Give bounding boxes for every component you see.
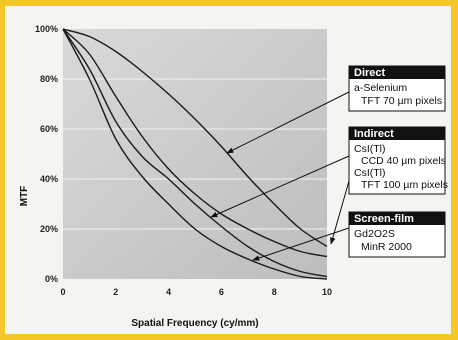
legend-arrow xyxy=(330,180,350,245)
legend-text: a-Selenium xyxy=(354,82,407,94)
x-tick-label: 0 xyxy=(60,287,65,297)
legend-header-bg xyxy=(349,212,445,225)
y-tick-label: 80% xyxy=(40,74,58,84)
series-line-3 xyxy=(62,28,328,278)
series-line-4 xyxy=(62,28,328,280)
series-line-2 xyxy=(62,28,328,258)
x-axis-label: Spatial Frequency (cy/mm) xyxy=(131,318,258,329)
y-tick-label: 20% xyxy=(40,224,58,234)
figure-frame: 0% 20% 40% 60% 80% 100% 0 2 4 6 8 10 MTF Spatial Fr… xyxy=(5,6,451,334)
legend-text: Gd2O2S xyxy=(354,228,395,240)
legend-text: TFT 100 µm pixels xyxy=(361,179,448,191)
legend-header-bg xyxy=(349,127,445,140)
x-tick-label: 10 xyxy=(322,287,332,297)
legend-header: Direct xyxy=(354,67,386,79)
legend-arrow xyxy=(252,227,350,261)
legend-text: CsI(Tl) xyxy=(354,143,386,155)
legend-header-bg xyxy=(349,66,445,79)
legend-text: MinR 2000 xyxy=(361,241,412,253)
x-tick-label: 6 xyxy=(219,287,224,297)
x-tick-label: 2 xyxy=(113,287,118,297)
legend-text: CCD 40 µm pixels xyxy=(361,155,446,167)
y-tick-label: 60% xyxy=(40,124,58,134)
legend-header: Screen-film xyxy=(354,213,414,225)
x-tick-label: 4 xyxy=(166,287,171,297)
y-tick-label: 100% xyxy=(35,24,58,34)
legend-text: TFT 70 µm pixels xyxy=(361,95,442,107)
x-tick-label: 8 xyxy=(272,287,277,297)
mtf-chart: 0% 20% 40% 60% 80% 100% 0 2 4 6 8 10 MTF Spatial Fr… xyxy=(19,24,448,329)
legend-arrow xyxy=(226,91,350,154)
series-layer xyxy=(62,28,328,280)
y-axis-label: MTF xyxy=(19,186,30,207)
y-tick-label: 40% xyxy=(40,174,58,184)
plot-area xyxy=(63,29,327,279)
legend-arrow xyxy=(210,155,350,218)
y-tick-label: 0% xyxy=(45,274,58,284)
series-line-1 xyxy=(62,28,328,248)
tick-labels: 0% 20% 40% 60% 80% 100% 0 2 4 6 8 10 xyxy=(35,24,332,297)
legend-text: CsI(Tl) xyxy=(354,167,386,179)
legend-arrows xyxy=(210,91,350,261)
legend-header: Indirect xyxy=(354,128,394,140)
